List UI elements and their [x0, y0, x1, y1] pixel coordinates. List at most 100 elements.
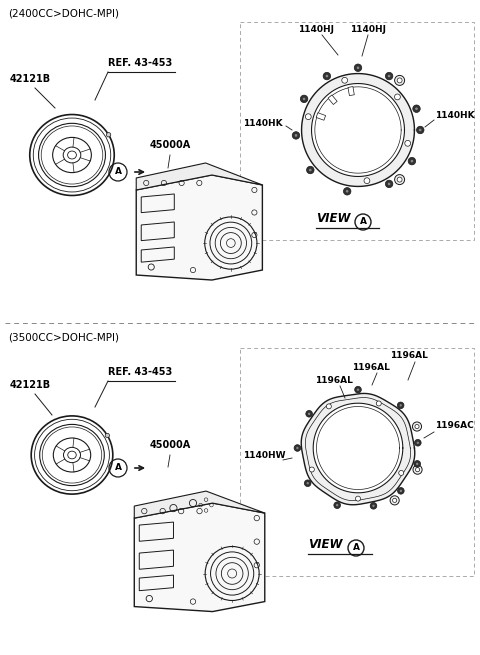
Circle shape: [107, 132, 111, 137]
Circle shape: [385, 180, 393, 187]
Polygon shape: [312, 84, 405, 176]
Circle shape: [294, 445, 301, 451]
Text: A: A: [352, 544, 360, 553]
Circle shape: [415, 107, 418, 111]
Circle shape: [372, 504, 375, 508]
Circle shape: [385, 72, 393, 80]
Polygon shape: [136, 175, 263, 280]
Bar: [328, 95, 337, 105]
Text: 45000A: 45000A: [150, 440, 191, 450]
Circle shape: [304, 480, 311, 487]
Circle shape: [323, 72, 331, 80]
Circle shape: [357, 388, 360, 391]
Polygon shape: [301, 394, 415, 505]
Text: A: A: [115, 168, 121, 176]
Circle shape: [105, 434, 109, 438]
Circle shape: [356, 66, 360, 69]
Circle shape: [417, 126, 424, 134]
Bar: [316, 113, 325, 121]
Circle shape: [334, 502, 340, 508]
Text: 42121B: 42121B: [10, 380, 51, 390]
Circle shape: [376, 401, 381, 406]
Circle shape: [355, 386, 361, 393]
Circle shape: [397, 177, 402, 182]
Circle shape: [387, 182, 391, 185]
Bar: [240, 348, 474, 576]
Circle shape: [306, 481, 309, 485]
Circle shape: [399, 404, 402, 407]
Text: 1140HJ: 1140HJ: [350, 25, 386, 34]
Text: A: A: [115, 464, 121, 472]
Polygon shape: [136, 163, 263, 190]
Circle shape: [307, 166, 314, 174]
Circle shape: [416, 468, 420, 472]
Text: (3500CC>DOHC-MPI): (3500CC>DOHC-MPI): [8, 332, 119, 342]
Circle shape: [408, 157, 416, 165]
Text: 1140HJ: 1140HJ: [298, 25, 334, 34]
Circle shape: [306, 411, 312, 417]
Polygon shape: [313, 403, 403, 493]
Text: 1140HK: 1140HK: [435, 111, 475, 120]
Text: 42121B: 42121B: [10, 74, 51, 84]
Circle shape: [326, 404, 331, 409]
Circle shape: [302, 97, 306, 100]
Circle shape: [414, 460, 420, 467]
Circle shape: [415, 440, 421, 446]
Circle shape: [300, 95, 308, 103]
Circle shape: [395, 75, 405, 85]
Bar: [240, 22, 474, 240]
Text: 1140HW: 1140HW: [243, 451, 286, 460]
Bar: [348, 86, 354, 96]
Polygon shape: [301, 73, 414, 187]
Circle shape: [393, 498, 397, 502]
Circle shape: [309, 168, 312, 172]
Text: REF. 43-453: REF. 43-453: [108, 367, 172, 377]
Text: VIEW: VIEW: [308, 538, 343, 551]
Circle shape: [310, 467, 314, 472]
Circle shape: [390, 496, 399, 505]
Circle shape: [399, 489, 402, 493]
Circle shape: [416, 462, 419, 465]
Text: 1196AL: 1196AL: [390, 351, 428, 360]
Circle shape: [336, 504, 339, 507]
Circle shape: [387, 75, 391, 78]
Circle shape: [415, 424, 419, 428]
Circle shape: [354, 64, 362, 71]
Text: 1196AL: 1196AL: [315, 376, 353, 385]
Circle shape: [419, 128, 422, 132]
Circle shape: [397, 487, 404, 494]
Circle shape: [413, 105, 420, 113]
Circle shape: [294, 134, 298, 137]
Circle shape: [342, 77, 348, 83]
Circle shape: [292, 132, 300, 139]
Circle shape: [325, 75, 328, 78]
Circle shape: [413, 465, 422, 474]
Polygon shape: [134, 503, 265, 612]
Circle shape: [344, 187, 351, 195]
Circle shape: [397, 402, 404, 409]
Circle shape: [399, 470, 404, 476]
Circle shape: [416, 441, 420, 444]
Text: 1196AL: 1196AL: [352, 363, 390, 372]
Circle shape: [395, 175, 405, 185]
Circle shape: [412, 422, 421, 431]
Circle shape: [308, 412, 311, 415]
Circle shape: [305, 114, 311, 120]
Text: 1196AC: 1196AC: [435, 421, 474, 430]
Text: 45000A: 45000A: [150, 140, 191, 150]
Circle shape: [395, 94, 400, 100]
Circle shape: [356, 496, 360, 501]
Text: REF. 43-453: REF. 43-453: [108, 58, 172, 68]
Text: VIEW: VIEW: [316, 212, 350, 225]
Circle shape: [397, 78, 402, 83]
Circle shape: [296, 447, 299, 449]
Circle shape: [370, 502, 377, 509]
Circle shape: [346, 190, 349, 193]
Circle shape: [405, 140, 410, 146]
Text: (2400CC>DOHC-MPI): (2400CC>DOHC-MPI): [8, 9, 119, 19]
Text: 1140HK: 1140HK: [243, 119, 283, 128]
Circle shape: [364, 178, 370, 183]
Text: A: A: [360, 217, 367, 227]
Polygon shape: [134, 491, 265, 518]
Circle shape: [410, 159, 414, 163]
